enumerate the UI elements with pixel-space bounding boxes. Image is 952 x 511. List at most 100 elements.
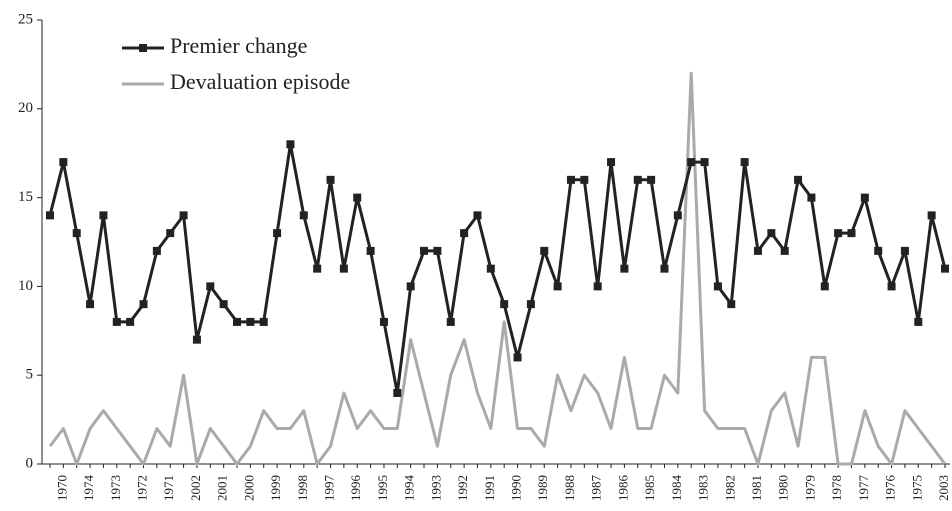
x-tick-label: 2000 <box>241 475 256 501</box>
data-point <box>753 246 762 255</box>
data-point <box>273 229 282 238</box>
x-tick-label: 1973 <box>108 475 123 501</box>
x-tick-label: 1976 <box>883 475 898 502</box>
series-line <box>48 142 947 395</box>
data-point <box>339 264 348 273</box>
data-point <box>112 317 121 326</box>
data-point <box>326 175 335 184</box>
data-point <box>860 193 869 202</box>
x-tick-label: 1975 <box>909 475 924 501</box>
data-point <box>927 211 936 220</box>
x-tick-label: 1992 <box>455 475 470 501</box>
x-tick-label: 1989 <box>535 475 550 501</box>
data-point <box>566 175 575 184</box>
x-tick-label: 1996 <box>348 475 363 502</box>
data-point <box>820 282 829 291</box>
data-point <box>713 282 722 291</box>
y-tick-label: 25 <box>18 11 33 27</box>
data-point <box>86 300 95 309</box>
data-point <box>286 140 295 149</box>
data-point <box>460 229 469 238</box>
data-point <box>179 211 188 220</box>
data-point <box>887 282 896 291</box>
x-tick-label: 1977 <box>856 475 871 502</box>
x-tick-label: 2003 <box>936 475 951 501</box>
x-tick-label: 1983 <box>696 475 711 501</box>
x-tick-label: 2002 <box>188 475 203 501</box>
data-point <box>620 264 629 273</box>
data-point <box>794 175 803 184</box>
data-point <box>219 300 228 309</box>
data-point <box>807 193 816 202</box>
data-point <box>366 246 375 255</box>
data-point <box>900 246 909 255</box>
data-point <box>486 264 495 273</box>
data-point <box>473 211 482 220</box>
data-point <box>192 335 201 344</box>
data-point <box>593 282 602 291</box>
data-point <box>353 193 362 202</box>
x-tick-label: 1970 <box>54 475 69 501</box>
x-tick-label: 1985 <box>642 475 657 501</box>
x-tick-label: 1988 <box>562 475 577 501</box>
data-point <box>687 158 696 167</box>
data-point <box>660 264 669 273</box>
data-point <box>299 211 308 220</box>
data-point <box>673 211 682 220</box>
data-point <box>500 300 509 309</box>
data-point <box>727 300 736 309</box>
data-point <box>126 317 135 326</box>
data-point <box>780 246 789 255</box>
legend-label: Devaluation episode <box>170 69 350 94</box>
data-point <box>914 317 923 326</box>
data-point <box>834 229 843 238</box>
y-tick-label: 20 <box>18 100 33 116</box>
x-tick-label: 1974 <box>81 475 96 502</box>
data-point <box>166 229 175 238</box>
series-line <box>48 71 947 466</box>
legend: Premier change Devaluation episode <box>122 33 350 94</box>
x-tick-label: 1979 <box>802 475 817 501</box>
data-point <box>433 246 442 255</box>
data-point <box>59 158 68 167</box>
y-tick-label: 15 <box>18 189 33 205</box>
y-tick-label: 0 <box>26 455 34 471</box>
y-tick-label: 5 <box>26 367 34 383</box>
data-point <box>313 264 322 273</box>
x-tick-label: 1990 <box>509 475 524 501</box>
data-point <box>446 317 455 326</box>
data-point <box>139 300 148 309</box>
data-point <box>233 317 242 326</box>
x-tick-label: 2001 <box>215 475 230 501</box>
data-point <box>259 317 268 326</box>
data-point <box>206 282 215 291</box>
data-point <box>420 246 429 255</box>
x-tick-label: 1971 <box>161 475 176 501</box>
x-tick-label: 1978 <box>829 475 844 501</box>
x-tick-label: 1981 <box>749 475 764 501</box>
data-point <box>406 282 415 291</box>
data-point <box>379 317 388 326</box>
x-tick-label: 1997 <box>322 475 337 502</box>
data-point <box>393 388 402 397</box>
x-tick-label: 1980 <box>776 475 791 501</box>
data-point <box>526 300 535 309</box>
x-tick-label: 1991 <box>482 475 497 501</box>
data-point <box>700 158 709 167</box>
data-point <box>740 158 749 167</box>
y-tick-label: 10 <box>18 278 33 294</box>
x-tick-label: 1994 <box>402 475 417 502</box>
data-point <box>847 229 856 238</box>
data-point <box>941 264 949 273</box>
data-point <box>633 175 642 184</box>
data-point <box>553 282 562 291</box>
data-point <box>152 246 161 255</box>
legend-marker <box>139 44 147 52</box>
data-point <box>72 229 81 238</box>
data-point <box>540 246 549 255</box>
data-point <box>46 211 54 220</box>
data-point <box>647 175 656 184</box>
x-tick-label: 1982 <box>722 475 737 501</box>
x-tick-label: 1986 <box>615 475 630 502</box>
